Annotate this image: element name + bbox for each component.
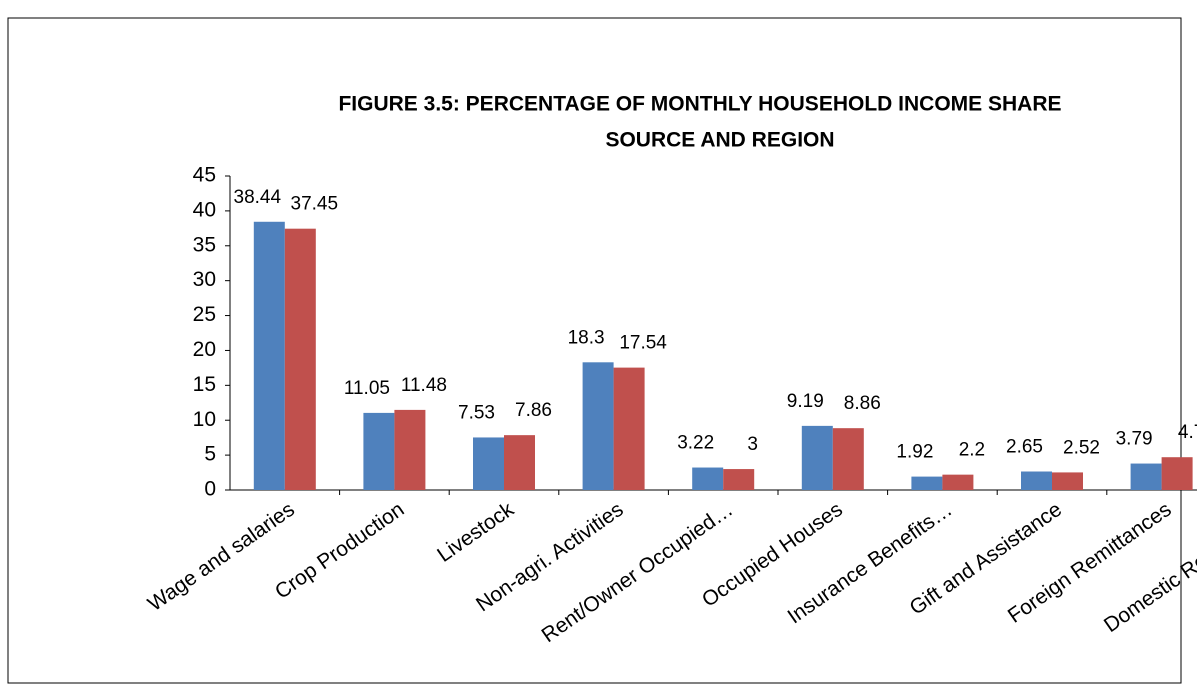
value-label: 18.3 xyxy=(568,327,605,348)
value-label: 2.52 xyxy=(1063,437,1100,458)
value-label: 9.19 xyxy=(787,391,824,412)
bar xyxy=(1130,463,1162,490)
value-label: 3.22 xyxy=(677,433,714,454)
bar xyxy=(1052,472,1083,490)
x-tick-label: Wage and salaries xyxy=(144,498,299,616)
chart-title: SOURCE AND REGION xyxy=(605,129,834,152)
value-label: 3 xyxy=(747,434,758,455)
bar xyxy=(911,476,943,490)
bar xyxy=(723,469,755,490)
value-label: 7.53 xyxy=(458,402,495,423)
bar xyxy=(832,428,864,490)
bar xyxy=(1021,471,1052,490)
bar xyxy=(801,425,833,490)
value-label: 11.48 xyxy=(401,375,447,396)
bar xyxy=(473,437,504,490)
bar xyxy=(613,367,645,490)
y-tick-label: 10 xyxy=(193,408,216,431)
bar xyxy=(394,409,426,490)
bar xyxy=(1161,457,1193,490)
x-tick-label: Rent/Owner Occupied… xyxy=(538,498,738,647)
value-label: 2.65 xyxy=(1006,437,1043,458)
value-label: 7.86 xyxy=(515,400,552,421)
bar xyxy=(692,467,724,490)
chart-frame xyxy=(7,17,1182,684)
y-tick-label: 20 xyxy=(193,338,216,361)
x-tick-label: Livestock xyxy=(433,498,518,567)
y-tick-label: 5 xyxy=(204,443,216,466)
y-tick-label: 30 xyxy=(193,268,216,291)
value-label: 38.44 xyxy=(234,187,282,208)
chart-title: FIGURE 3.5: PERCENTAGE OF MONTHLY HOUSEH… xyxy=(338,93,1061,116)
value-label: 37.45 xyxy=(291,194,339,215)
value-label: 4.7 xyxy=(1178,422,1197,443)
value-label: 8.86 xyxy=(844,393,881,414)
bar xyxy=(253,221,285,490)
y-tick-label: 0 xyxy=(204,478,216,501)
bar xyxy=(284,228,316,490)
bar xyxy=(582,362,614,490)
value-label: 1.92 xyxy=(896,442,933,463)
bar xyxy=(504,435,535,490)
y-tick-label: 35 xyxy=(193,233,216,256)
y-tick-label: 40 xyxy=(193,198,216,221)
value-label: 3.79 xyxy=(1116,429,1153,450)
y-tick-label: 15 xyxy=(193,373,216,396)
value-label: 11.05 xyxy=(344,378,390,399)
y-tick-label: 25 xyxy=(193,303,216,326)
bar xyxy=(363,412,395,490)
value-label: 2.2 xyxy=(959,440,985,461)
y-tick-label: 45 xyxy=(193,164,216,187)
bar xyxy=(942,474,974,490)
value-label: 17.54 xyxy=(619,333,667,354)
